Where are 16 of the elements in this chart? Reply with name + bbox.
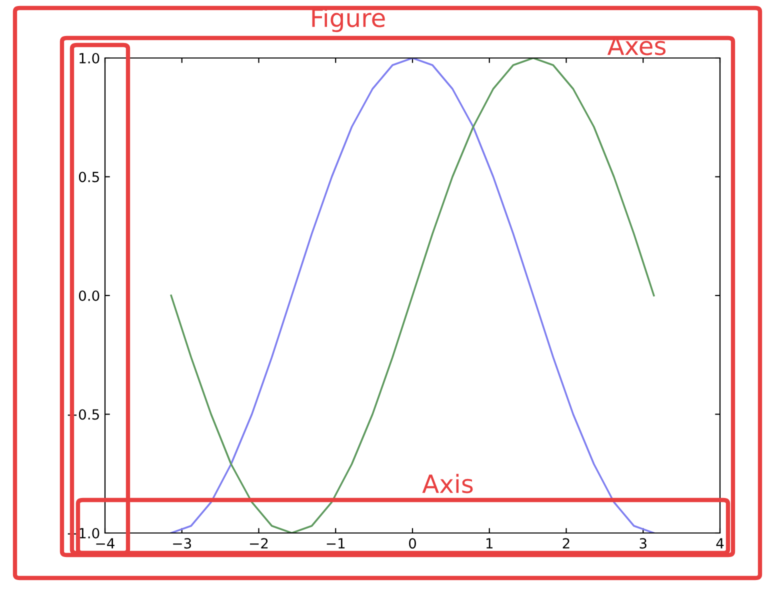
x-tick-label: 0 <box>408 538 416 549</box>
x-tick-label: 4 <box>716 538 724 548</box>
x-tick-label: −1 <box>326 538 345 548</box>
annotation: Axis <box>422 474 473 494</box>
text: Axes <box>607 36 666 56</box>
x-tick-label: 1 <box>486 538 493 548</box>
y-tick-label: 1.0 <box>80 52 100 64</box>
x-tick-label: 3 <box>640 538 646 549</box>
x-tick-label: −3 <box>173 538 191 549</box>
x-tick-label: −2 <box>250 538 268 548</box>
text: Figure <box>312 8 385 32</box>
x-tick-label: 2 <box>562 538 570 548</box>
y-tick-label: 0.5 <box>78 172 99 182</box>
y-tick-label: 0.0 <box>78 290 100 301</box>
x-tick-label: −4 <box>96 538 114 548</box>
line-series <box>170 58 655 533</box>
